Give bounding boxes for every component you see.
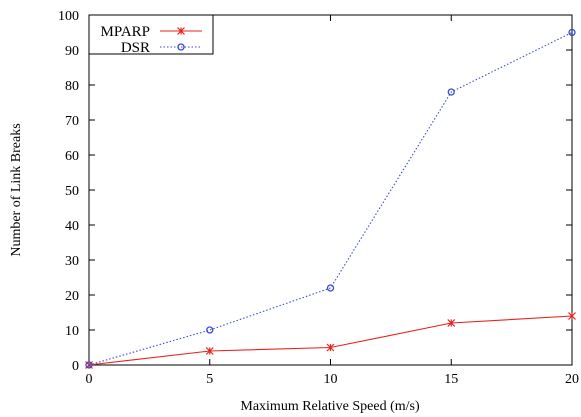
y-tick-label: 80	[65, 79, 79, 94]
y-tick-label: 90	[65, 44, 79, 59]
series-line-dsr	[88, 32, 573, 366]
data-point-mparp	[205, 347, 214, 355]
y-tick-label: 50	[65, 184, 79, 199]
x-tick-label: 0	[86, 372, 93, 387]
y-tick-label: 60	[65, 149, 79, 164]
data-point-mparp	[326, 343, 335, 352]
data-point-mparp	[568, 312, 576, 320]
data-point-dsr	[206, 326, 214, 334]
data-point-dsr	[568, 28, 576, 37]
data-point-dsr	[326, 284, 335, 292]
x-tick-label: 15	[444, 372, 458, 387]
x-axis-title: Maximum Relative Speed (m/s)	[240, 399, 420, 414]
legend-label-mparp: MPARP	[101, 24, 150, 40]
x-tick-label: 5	[206, 372, 213, 387]
series-dsr	[85, 28, 576, 369]
y-tick-label: 100	[58, 9, 79, 24]
y-axis-title: Number of Link Breaks	[9, 123, 24, 256]
y-tick-label: 0	[72, 359, 79, 374]
legend-marker-dsr	[177, 43, 185, 51]
y-tick-label: 70	[65, 114, 79, 129]
data-point-dsr	[85, 361, 93, 369]
y-tick-label: 20	[65, 289, 79, 304]
y-tick-label: 10	[65, 324, 79, 339]
plot-frame	[88, 14, 573, 366]
data-point-dsr	[447, 88, 455, 96]
x-tick-label: 10	[324, 372, 338, 387]
series-line-mparp	[88, 315, 573, 366]
data-point-mparp	[447, 319, 456, 327]
x-tick-label: 20	[565, 372, 579, 387]
y-tick-label: 40	[65, 219, 79, 234]
y-tick-label: 30	[65, 254, 79, 269]
legend-label-dsr: DSR	[121, 40, 150, 56]
axis-ticks: 0 5 10 15 20 0 10 20 30 40 50 60 70 80 90 100	[58, 9, 579, 387]
series-layer	[85, 28, 576, 369]
legend-marker-mparp	[177, 27, 185, 35]
